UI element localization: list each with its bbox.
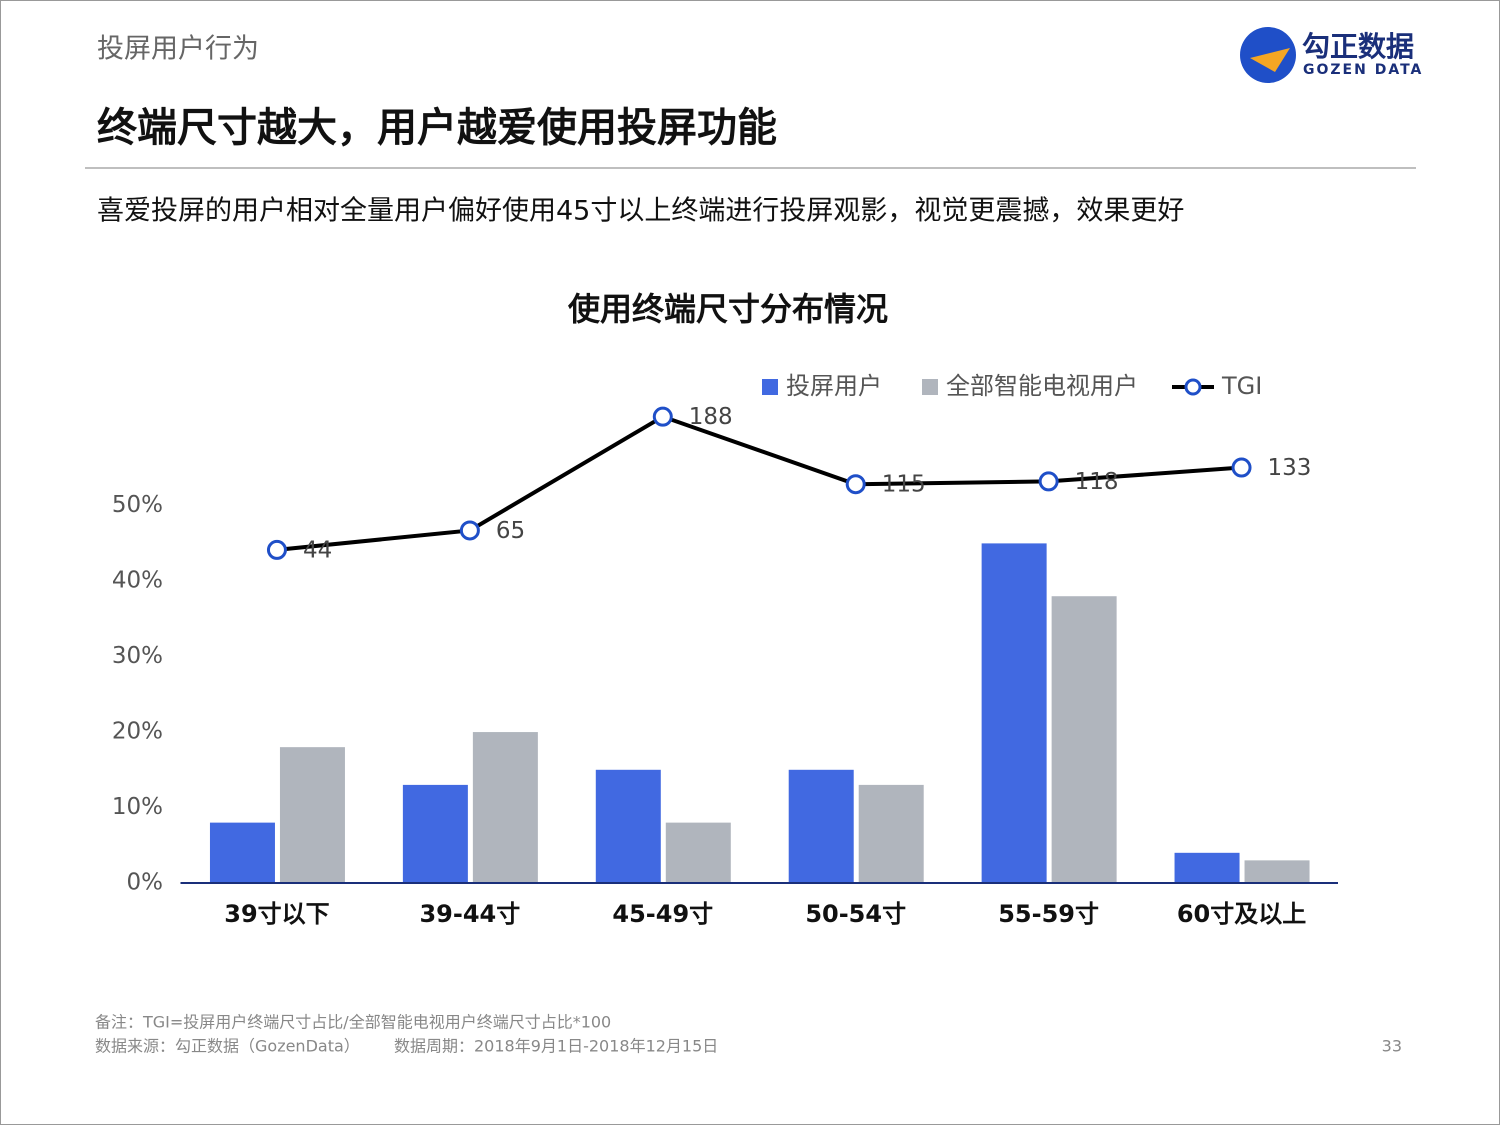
y-tick-label: 40%	[112, 568, 163, 594]
x-tick-label: 60寸及以上	[1177, 900, 1306, 928]
data-label: 65	[496, 518, 525, 544]
tgi-marker	[652, 406, 673, 427]
legend-label: TGI	[1221, 372, 1262, 400]
logo-icon-accent	[1250, 48, 1290, 72]
headline: 终端尺寸越大，用户越爱使用投屏功能	[97, 105, 777, 151]
logo: 勾正数据 GOZEN DATA	[1240, 27, 1423, 83]
data-label: 118	[1075, 469, 1119, 495]
x-tick-label: 39寸以下	[224, 900, 329, 928]
tgi-marker	[1231, 457, 1252, 478]
y-tick-label: 30%	[112, 643, 163, 669]
y-tick-label: 20%	[112, 719, 163, 745]
legend-label: 投屏用户	[786, 372, 882, 400]
bar	[209, 822, 275, 883]
period: 数据周期：2018年9月1日-2018年12月15日	[394, 1037, 718, 1056]
tgi-marker	[266, 539, 287, 560]
x-tick-label: 45-49寸	[612, 900, 713, 928]
x-tick-label: 39-44寸	[419, 900, 520, 928]
bar	[858, 784, 924, 883]
data-label: 44	[303, 537, 332, 563]
y-tick-label: 10%	[112, 794, 163, 820]
chart-title: 使用终端尺寸分布情况	[567, 290, 888, 328]
logo-name: 勾正数据	[1302, 30, 1414, 63]
subtitle: 喜爱投屏的用户相对全量用户偏好使用45寸以上终端进行投屏观影，视觉更震撼，效果更…	[97, 196, 1184, 227]
legend-swatch	[922, 379, 938, 395]
bar	[402, 784, 468, 883]
bar	[1051, 596, 1117, 883]
data-label: 115	[882, 472, 926, 498]
legend-label: 全部智能电视用户	[946, 372, 1138, 400]
page-number: 33	[1382, 1037, 1402, 1056]
bar	[595, 769, 661, 883]
tgi-line	[276, 414, 1242, 552]
source: 数据来源：勾正数据（GozenData）	[95, 1037, 360, 1056]
bar	[788, 769, 854, 883]
legend-marker	[1184, 378, 1202, 396]
legend-swatch	[762, 379, 778, 395]
y-tick-label: 0%	[127, 870, 164, 896]
x-tick-label: 50-54寸	[805, 900, 906, 928]
tgi-marker	[845, 474, 866, 495]
data-label: 188	[689, 404, 733, 430]
bar	[665, 822, 731, 883]
bar	[1174, 852, 1240, 883]
bar	[472, 732, 538, 883]
x-tick-label: 55-59寸	[998, 900, 1099, 928]
data-label: 133	[1268, 455, 1312, 481]
header: 投屏用户行为	[97, 34, 259, 65]
bar	[279, 747, 345, 883]
tgi-marker	[459, 520, 480, 541]
y-tick-label: 50%	[112, 492, 163, 518]
logo-name-en: GOZEN DATA	[1303, 62, 1423, 78]
bar	[1244, 860, 1310, 883]
footnote: 备注：TGI=投屏用户终端尺寸占比/全部智能电视用户终端尺寸占比*100	[95, 1013, 611, 1032]
tgi-marker	[1038, 471, 1059, 492]
bar	[981, 543, 1047, 883]
